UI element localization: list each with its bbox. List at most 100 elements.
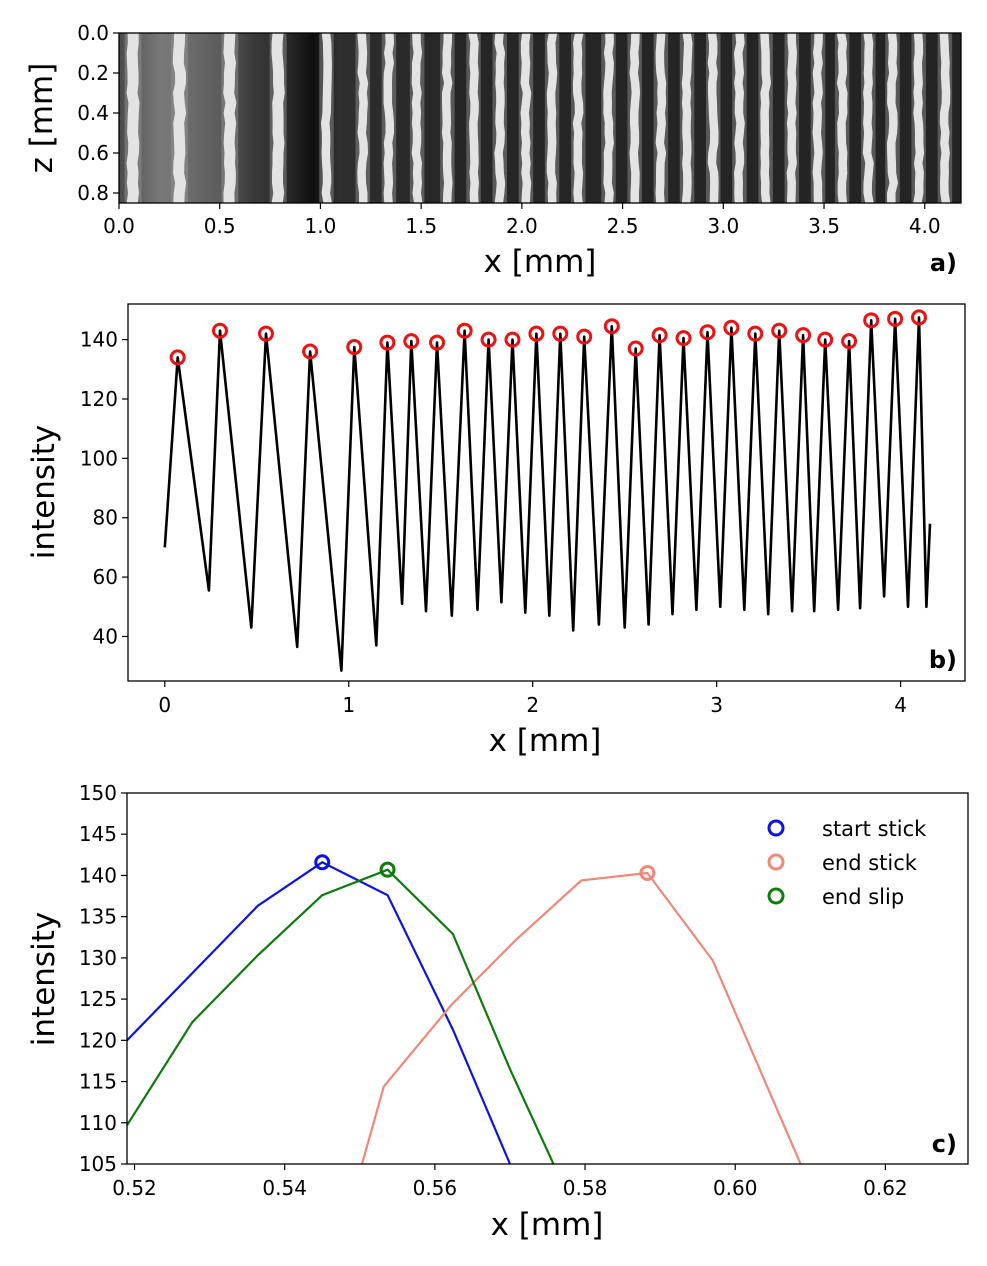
panel-c-xtick-label: 0.60 <box>713 1176 758 1200</box>
legend-marker <box>767 819 785 837</box>
panel-c-ytick-label: 110 <box>79 1111 117 1135</box>
legend-marker <box>767 853 785 871</box>
stripe <box>572 33 584 203</box>
panel-b-frame <box>127 303 966 682</box>
peak-marker <box>675 330 692 347</box>
panel-a-ytick-label: 0.6 <box>77 141 109 165</box>
peak-marker <box>795 327 812 344</box>
panel-c-ytick-label: 125 <box>79 987 117 1011</box>
stripe <box>629 33 641 203</box>
peak-marker <box>817 331 834 348</box>
peak-marker <box>403 333 420 350</box>
stripe <box>603 33 614 203</box>
stripe <box>760 33 771 203</box>
peak-marker <box>456 322 473 339</box>
peak-marker <box>346 339 363 356</box>
panel-a-image-background <box>119 33 961 203</box>
panel-b-xtick-label: 2 <box>526 693 539 717</box>
panel-c-xtick-label: 0.56 <box>413 1176 458 1200</box>
panel-c-series <box>127 854 802 1164</box>
panel-c-ylabel: intensity <box>26 912 62 1046</box>
panel-c-ytick-label: 135 <box>79 905 117 929</box>
stripe <box>887 33 898 203</box>
panel-c-label: c) <box>932 1130 957 1158</box>
peak-marker <box>480 331 497 348</box>
stripe <box>126 33 140 203</box>
panel-c-xtick-label: 0.54 <box>262 1176 307 1200</box>
panel-b-ytick-label: 40 <box>93 624 118 648</box>
peak-marker <box>651 327 668 344</box>
peak-marker <box>528 325 545 342</box>
stripe <box>321 33 332 203</box>
stripe <box>271 33 285 203</box>
peak-marker <box>429 334 446 351</box>
panel-b-ylabel: intensity <box>26 425 62 559</box>
panel-b-intensity-line <box>163 316 932 672</box>
series-line-end-slip <box>127 868 555 1164</box>
peak-marker <box>504 331 521 348</box>
panel-c-plot-area <box>127 793 968 1164</box>
panel-b-intensity-profile: 0 1 2 3 4 40 60 80 100 120 140 x [mm] intensity b) <box>26 303 966 759</box>
series-marker-end-stick <box>639 864 656 881</box>
panel-a-xtick-label: 2.0 <box>506 214 538 238</box>
stripe <box>546 33 558 203</box>
legend-label: start stick <box>822 817 927 841</box>
panel-b-ticks: 0 1 2 3 4 40 60 80 100 120 140 <box>80 328 907 717</box>
stripe <box>939 33 951 203</box>
legend-label: end slip <box>822 885 904 909</box>
panel-a-ytick-label: 0.4 <box>77 101 109 125</box>
stripe <box>862 33 874 203</box>
panel-a-xtick-label: 2.5 <box>607 214 639 238</box>
panel-c-xtick-label: 0.58 <box>563 1176 608 1200</box>
panel-a-frame <box>118 32 962 204</box>
panel-b-xtick-label: 3 <box>710 693 723 717</box>
panel-c-ytick-label: 105 <box>79 1152 117 1176</box>
peak-marker <box>863 312 880 329</box>
panel-b-ytick-label: 80 <box>93 506 118 530</box>
panel-c-ytick-label: 140 <box>79 863 117 887</box>
stripe <box>223 33 237 203</box>
panel-c-legend: start stick end stick end slip <box>767 817 927 909</box>
series-line-end-stick <box>360 871 802 1164</box>
panel-c-xtick-label: 0.52 <box>112 1176 157 1200</box>
legend-marker <box>767 887 785 905</box>
stripe <box>786 33 797 203</box>
panel-a-xtick-label: 4.0 <box>909 214 941 238</box>
stripe <box>383 33 395 203</box>
panel-a-ylabel: z [mm] <box>24 63 60 174</box>
peak-marker <box>379 334 396 351</box>
panel-c-ytick-label: 150 <box>79 781 117 805</box>
stripe <box>913 33 925 203</box>
panel-a-xtick-label: 1.5 <box>405 214 437 238</box>
panel-b-xtick-label: 1 <box>342 693 355 717</box>
legend-label: end stick <box>822 851 918 875</box>
stripe <box>655 33 667 203</box>
panel-c-ticks: 0.52 0.54 0.56 0.58 0.60 0.62 105 110 115 120 125 1… <box>79 781 908 1200</box>
series-marker-start-stick <box>314 854 331 871</box>
stripe <box>707 33 719 203</box>
peak-marker <box>257 325 274 342</box>
panel-a-ticks: 0.0 0.5 1.0 1.5 2.0 2.5 3.0 3.5 4.0 0.0 0.2 0.4 0.6 0… <box>77 21 940 238</box>
panel-b-label: b) <box>929 646 957 674</box>
peak-marker <box>576 328 593 345</box>
peak-marker <box>627 340 644 357</box>
series-line-start-stick <box>127 861 512 1164</box>
panel-b-peak-markers <box>169 309 928 366</box>
peak-marker <box>302 343 319 360</box>
panel-a-ytick-label: 0.8 <box>77 181 109 205</box>
peak-marker <box>723 319 740 336</box>
panel-c-ytick-label: 120 <box>79 1028 117 1052</box>
panel-a-xtick-label: 3.0 <box>707 214 739 238</box>
panel-a-ytick-label: 0.0 <box>77 21 109 45</box>
panel-c-peak-detail: 0.52 0.54 0.56 0.58 0.60 0.62 105 110 115 120 125 1… <box>26 781 969 1243</box>
panel-a-xtick-label: 0.0 <box>103 214 135 238</box>
panel-b-ytick-label: 140 <box>80 328 118 352</box>
panel-b-ytick-label: 120 <box>80 387 118 411</box>
peak-marker <box>552 325 569 342</box>
stripe <box>441 33 453 203</box>
panel-a-xlabel: x [mm] <box>484 244 597 280</box>
panel-b-ytick-label: 60 <box>93 565 118 589</box>
panel-c-xtick-label: 0.62 <box>863 1176 908 1200</box>
stripe <box>681 33 693 203</box>
